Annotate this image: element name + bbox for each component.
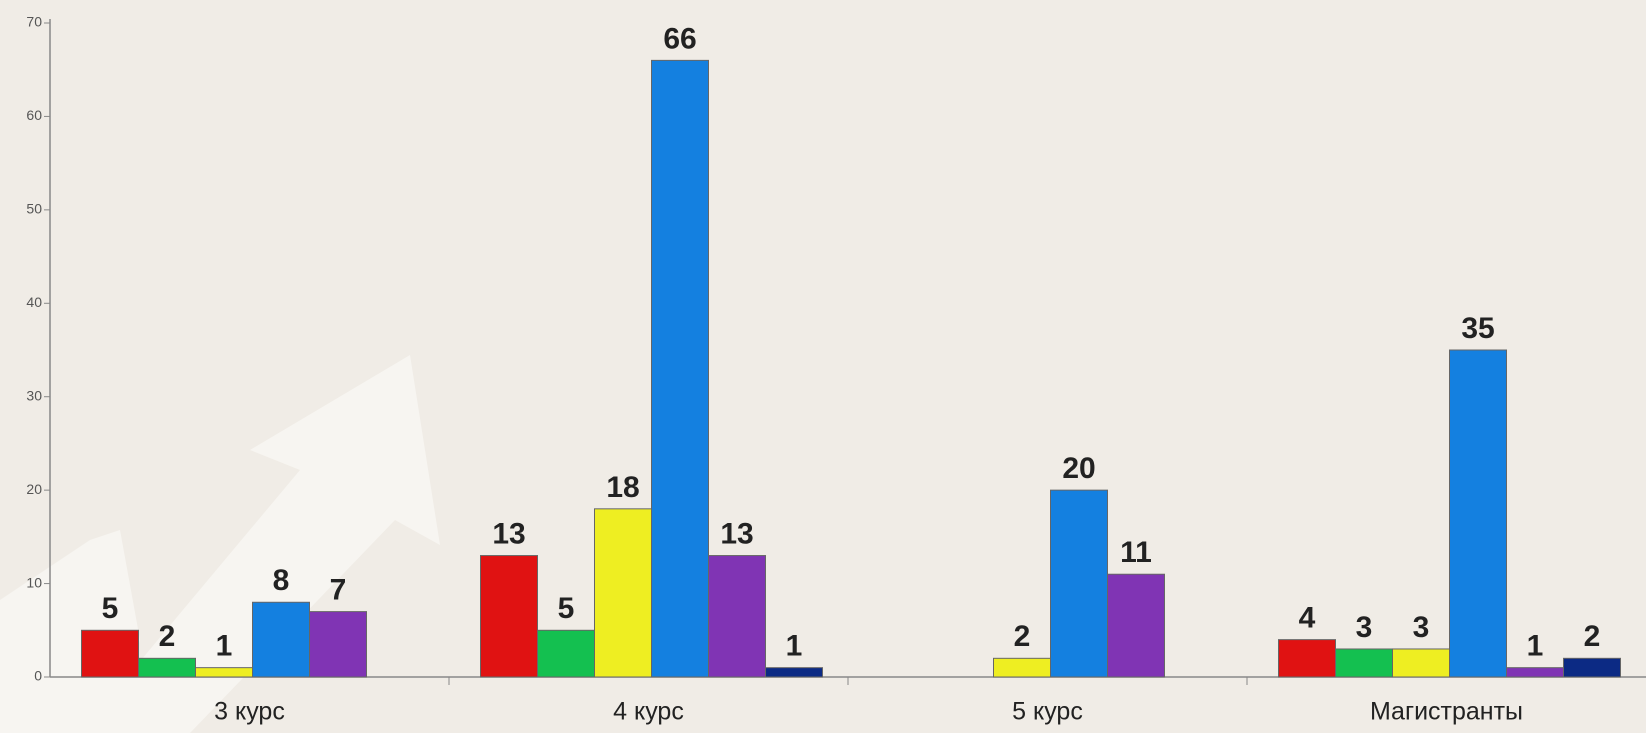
y-tick-label: 10 bbox=[26, 574, 42, 590]
bar bbox=[1335, 648, 1393, 678]
data-label: 11 bbox=[1120, 536, 1152, 569]
x-tick-label: 4 курс bbox=[613, 698, 684, 726]
bar bbox=[309, 611, 367, 678]
data-label: 3 bbox=[1356, 611, 1373, 644]
bar bbox=[1506, 667, 1564, 678]
data-label: 5 bbox=[102, 592, 119, 625]
bar bbox=[1449, 349, 1507, 678]
bar bbox=[765, 667, 823, 678]
bar bbox=[1107, 573, 1165, 678]
y-tick-label: 60 bbox=[26, 107, 42, 123]
bar bbox=[708, 555, 766, 678]
bar bbox=[195, 667, 253, 678]
bar bbox=[1392, 648, 1450, 678]
arrow-shape bbox=[0, 530, 140, 733]
bar bbox=[1050, 489, 1108, 678]
x-tick-label: Магистранты bbox=[1370, 698, 1523, 726]
bar bbox=[537, 629, 595, 678]
y-tick-label: 40 bbox=[26, 294, 42, 310]
bar bbox=[651, 59, 709, 678]
bar bbox=[1278, 639, 1336, 678]
y-tick-label: 30 bbox=[26, 387, 42, 403]
bar bbox=[138, 657, 196, 678]
data-label: 13 bbox=[720, 517, 753, 550]
data-label: 66 bbox=[663, 22, 696, 55]
bar bbox=[993, 657, 1051, 678]
y-tick-label: 0 bbox=[34, 668, 42, 684]
data-label: 1 bbox=[786, 630, 803, 663]
arrow-shape bbox=[80, 355, 440, 733]
x-tick-label: 3 курс bbox=[214, 698, 285, 726]
bar bbox=[252, 601, 310, 678]
data-label: 2 bbox=[159, 620, 176, 653]
y-tick-label: 20 bbox=[26, 481, 42, 497]
bar bbox=[594, 508, 652, 678]
data-label: 1 bbox=[1527, 630, 1544, 663]
data-label: 4 bbox=[1299, 602, 1316, 635]
data-label: 18 bbox=[606, 471, 639, 504]
data-label: 2 bbox=[1584, 620, 1601, 653]
background-arrows bbox=[0, 355, 440, 733]
data-label: 8 bbox=[273, 564, 290, 597]
data-label: 35 bbox=[1461, 312, 1494, 345]
bar bbox=[81, 629, 139, 678]
data-label: 7 bbox=[330, 574, 347, 607]
data-label: 20 bbox=[1062, 452, 1095, 485]
bar bbox=[1563, 657, 1621, 678]
data-label: 2 bbox=[1014, 620, 1031, 653]
data-label: 13 bbox=[492, 517, 525, 550]
y-tick-label: 70 bbox=[26, 14, 42, 30]
x-tick-label: 5 курс bbox=[1012, 698, 1083, 726]
data-label: 1 bbox=[216, 630, 233, 663]
bar bbox=[480, 555, 538, 678]
data-label: 5 bbox=[558, 592, 575, 625]
y-tick-label: 50 bbox=[26, 201, 42, 217]
data-label: 3 bbox=[1413, 611, 1430, 644]
